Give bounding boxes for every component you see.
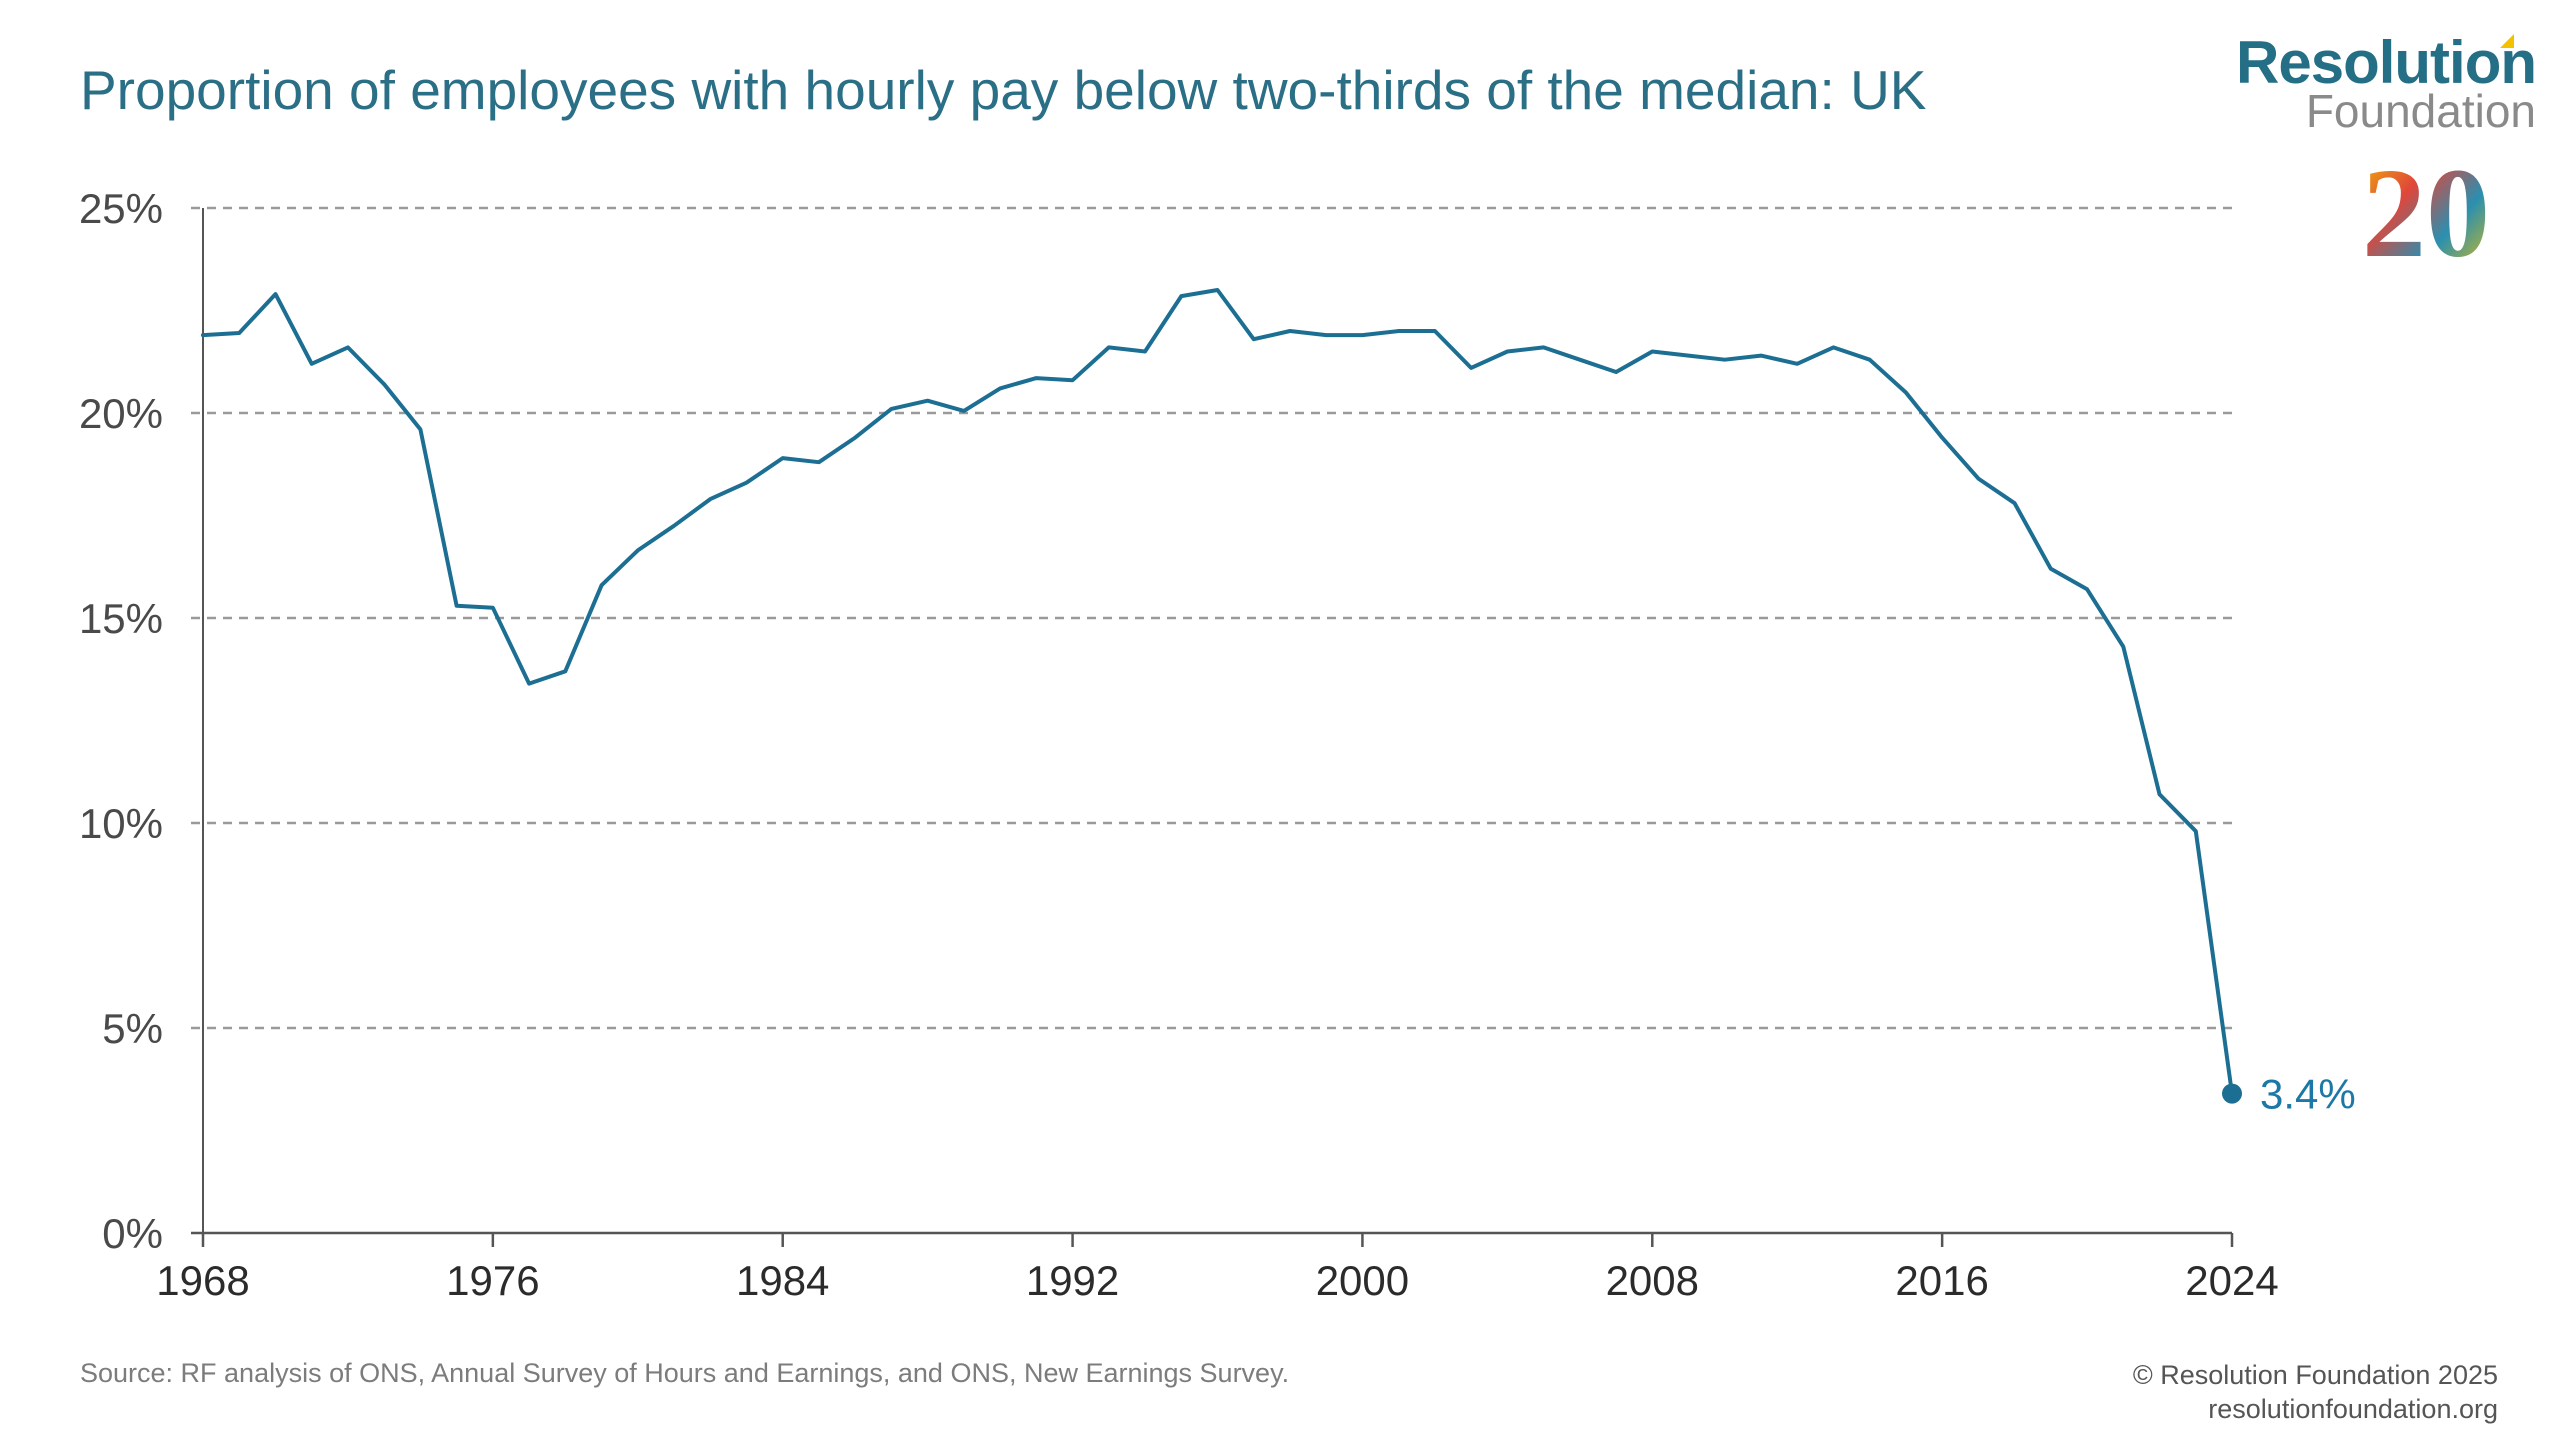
- anniversary-20-icon: 20: [2362, 148, 2490, 268]
- y-tick-label: 15%: [79, 595, 163, 642]
- logo-accent-mark: [2500, 34, 2514, 48]
- x-tick-label: 2008: [1606, 1257, 1699, 1304]
- y-tick-label: 25%: [79, 185, 163, 232]
- footer-credits: © Resolution Foundation 2025 resolutionf…: [2133, 1358, 2498, 1426]
- website-link[interactable]: resolutionfoundation.org: [2208, 1394, 2498, 1424]
- y-tick-label: 5%: [102, 1005, 163, 1052]
- resolution-foundation-logo: Resolution Foundation 20: [2130, 28, 2550, 268]
- x-tick-label: 1976: [446, 1257, 539, 1304]
- series: 3.4%: [201, 288, 2356, 1118]
- x-tick-label: 2016: [1895, 1257, 1988, 1304]
- y-tick-label: 10%: [79, 800, 163, 847]
- x-tick-labels: 1968 1976 1984 1992 2000 2008 2016 2024: [156, 1257, 2278, 1304]
- logo-wordmark-main: Resolution: [2236, 29, 2537, 96]
- x-tick-label: 1984: [736, 1257, 829, 1304]
- x-tick-label: 1968: [156, 1257, 249, 1304]
- copyright-text: © Resolution Foundation 2025: [2132, 1360, 2498, 1390]
- logo-wordmark-sub: Foundation: [2305, 85, 2536, 137]
- y-tick-label: 0%: [102, 1210, 163, 1257]
- anniversary-text: 20: [2362, 148, 2490, 268]
- x-tick-label: 1992: [1026, 1257, 1119, 1304]
- endpoint-label: 3.4%: [2260, 1071, 2356, 1118]
- source-note: Source: RF analysis of ONS, Annual Surve…: [80, 1358, 1290, 1388]
- axes: [191, 208, 2234, 1247]
- y-tick-labels: 0% 5% 10% 15% 20% 25%: [79, 185, 163, 1257]
- gridlines: [191, 206, 2232, 1030]
- endpoint-marker: [2222, 1083, 2242, 1104]
- x-tick-label: 2000: [1316, 1257, 1409, 1304]
- chart-title: Proportion of employees with hourly pay …: [80, 59, 1927, 121]
- series-line: [201, 288, 2234, 1096]
- x-tick-label: 2024: [2185, 1257, 2278, 1304]
- y-tick-label: 20%: [79, 390, 163, 437]
